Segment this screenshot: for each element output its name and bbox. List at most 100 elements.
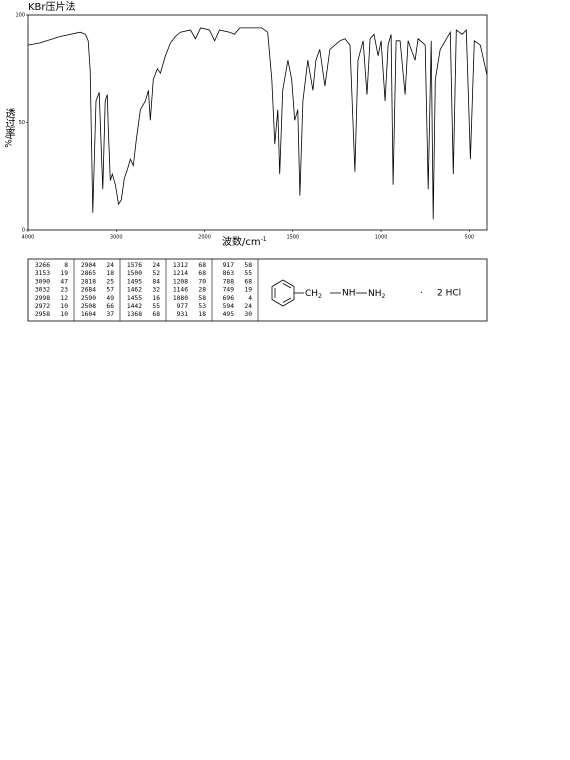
y-axis-unit: %/ (5, 135, 15, 148)
benzene-double-bond (282, 297, 292, 303)
peak-transmittance: 57 (106, 287, 114, 294)
formula-group: NH (368, 289, 382, 299)
peak-wavenumber: 2972 (35, 303, 50, 310)
peak-transmittance: 28 (198, 287, 206, 294)
peak-wavenumber: 1604 (81, 311, 96, 318)
table-frame (27, 258, 488, 322)
formula-subscript: 2 (382, 293, 386, 300)
peak-transmittance: 58 (244, 262, 252, 269)
peak-transmittance: 49 (106, 295, 114, 302)
peak-transmittance: 18 (106, 270, 114, 277)
x-tick-label: 1000 (375, 235, 388, 241)
peak-transmittance: 47 (60, 278, 68, 285)
x-tick-label: 1500 (286, 235, 299, 241)
peak-wavenumber: 3266 (35, 262, 50, 269)
peak-wavenumber: 696 (223, 295, 235, 302)
peak-wavenumber: 2865 (81, 270, 96, 277)
peak-wavenumber: 3153 (35, 270, 50, 277)
peak-transmittance: 37 (106, 311, 114, 318)
peak-transmittance: 24 (244, 303, 252, 310)
peak-wavenumber: 2590 (81, 295, 96, 302)
peak-wavenumber: 977 (177, 303, 189, 310)
benzene-double-bond (282, 283, 292, 289)
peak-transmittance: 68 (198, 262, 206, 269)
formula-group: NH (342, 289, 356, 299)
peak-transmittance: 68 (198, 270, 206, 277)
y-tick-label: 100 (15, 13, 25, 19)
peak-wavenumber: 2818 (81, 278, 96, 285)
peak-wavenumber: 749 (223, 287, 235, 294)
peak-transmittance: 24 (106, 262, 114, 269)
peak-wavenumber: 2958 (35, 311, 50, 318)
x-tick-label: 4000 (22, 235, 35, 241)
peak-wavenumber: 1442 (127, 303, 142, 310)
peak-wavenumber: 1500 (127, 270, 142, 277)
peak-transmittance: 25 (106, 278, 114, 285)
peak-wavenumber: 3032 (35, 287, 50, 294)
peak-transmittance: 53 (198, 303, 206, 310)
peak-wavenumber: 2684 (81, 287, 96, 294)
formula-dot: · (420, 289, 423, 299)
x-tick-label: 500 (465, 235, 475, 241)
peak-wavenumber: 1146 (173, 287, 188, 294)
peak-transmittance: 10 (60, 311, 68, 318)
benzene (271, 279, 367, 307)
x-tick-label: 2000 (198, 235, 211, 241)
formula-subscript: 2 (318, 293, 322, 300)
peak-transmittance: 12 (60, 295, 68, 302)
spectrum-line (27, 27, 488, 220)
peak-transmittance: 58 (198, 295, 206, 302)
plot-frame (27, 14, 488, 231)
structure-formula: CH2 (305, 289, 322, 300)
peak-wavenumber: 2508 (81, 303, 96, 310)
x-axis-label: 波数/cm-1 (222, 235, 267, 248)
peak-wavenumber: 1312 (173, 262, 188, 269)
peak-wavenumber: 2998 (35, 295, 50, 302)
peak-transmittance: 16 (152, 295, 160, 302)
x-axis-label-sup: -1 (261, 236, 267, 243)
peak-transmittance: 68 (152, 311, 160, 318)
peak-wavenumber: 1214 (173, 270, 188, 277)
peak-transmittance: 66 (106, 303, 114, 310)
x-tick-label: 3000 (110, 235, 123, 241)
peak-wavenumber: 2904 (81, 262, 96, 269)
peak-transmittance: 4 (248, 295, 252, 302)
peak-wavenumber: 788 (223, 278, 235, 285)
peak-transmittance: 19 (244, 287, 252, 294)
structure-formula: NH2 (368, 289, 386, 300)
peak-wavenumber: 931 (177, 311, 189, 318)
formula-group: CH (305, 289, 318, 299)
peak-wavenumber: 1455 (127, 295, 142, 302)
benzene-ring (271, 279, 295, 307)
peak-transmittance: 24 (152, 262, 160, 269)
peak-wavenumber: 1495 (127, 278, 142, 285)
y-axis-label: 透过率 (3, 108, 15, 139)
peak-transmittance: 30 (244, 311, 252, 318)
formula-salt: 2 HCl (437, 289, 461, 299)
peak-transmittance: 8 (64, 262, 68, 269)
peak-transmittance: 55 (152, 303, 160, 310)
peak-transmittance: 70 (198, 278, 206, 285)
peak-transmittance: 10 (60, 303, 68, 310)
peak-transmittance: 23 (60, 287, 68, 294)
y-tick-label: 0 (22, 228, 25, 234)
chart-title: KBr压片法 (28, 0, 76, 13)
x-axis-label-text: 波数/cm (222, 235, 261, 248)
peak-wavenumber: 1208 (173, 278, 188, 285)
peak-transmittance: 19 (60, 270, 68, 277)
peak-transmittance: 84 (152, 278, 160, 285)
peak-wavenumber: 1080 (173, 295, 188, 302)
peak-wavenumber: 863 (223, 270, 235, 277)
peak-wavenumber: 3090 (35, 278, 50, 285)
peak-wavenumber: 594 (223, 303, 235, 310)
peak-wavenumber: 1462 (127, 287, 142, 294)
peak-transmittance: 18 (198, 311, 206, 318)
y-tick-label: 50 (19, 120, 25, 126)
peak-transmittance: 52 (152, 270, 160, 277)
peak-wavenumber: 917 (223, 262, 235, 269)
peak-wavenumber: 1368 (127, 311, 142, 318)
peak-wavenumber: 1576 (127, 262, 142, 269)
peak-wavenumber: 495 (223, 311, 235, 318)
peak-transmittance: 68 (244, 278, 252, 285)
